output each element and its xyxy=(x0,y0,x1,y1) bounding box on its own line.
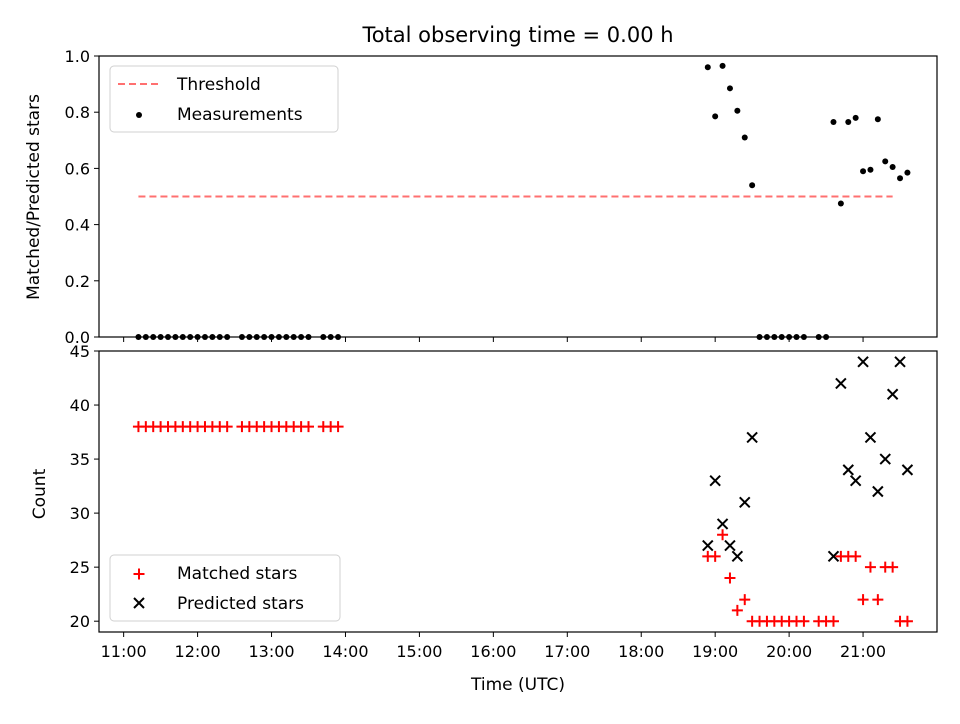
measurement-point xyxy=(837,200,844,207)
predicted-star-point xyxy=(731,550,744,563)
predicted-star-point xyxy=(872,485,884,498)
measurement-point xyxy=(726,85,733,92)
matched-star-point xyxy=(709,550,721,562)
predicted-star-point xyxy=(835,377,847,390)
matched-star-point xyxy=(731,604,743,616)
predicted-star-point xyxy=(716,518,729,530)
measurement-point xyxy=(845,119,852,126)
matched-legend-swatch xyxy=(133,568,145,580)
predicted-star-point xyxy=(709,474,721,487)
top-y-tick-label: 0.2 xyxy=(65,272,90,291)
x-tick-label: 13:00 xyxy=(248,642,294,661)
x-tick-label: 14:00 xyxy=(322,642,368,661)
measurement-point xyxy=(749,182,756,189)
bottom-y-tick-label: 35 xyxy=(70,450,90,469)
top-legend: Threshold Measurements xyxy=(109,65,339,133)
measurements-legend-swatch xyxy=(136,112,142,118)
matched-star-point xyxy=(850,550,862,562)
matched-star-point xyxy=(717,529,729,541)
predicted-star-point xyxy=(702,539,714,552)
predicted-star-point xyxy=(864,431,877,444)
predicted-legend-swatch xyxy=(133,597,145,609)
measurement-point xyxy=(734,107,741,114)
measurement-point xyxy=(897,175,904,182)
predicted-star-point xyxy=(842,464,854,476)
bottom-legend-box xyxy=(109,554,341,622)
measurement-point xyxy=(904,169,911,176)
x-axis-label: Time (UTC) xyxy=(470,675,565,695)
matched-star-point xyxy=(739,594,751,606)
matched-star-point xyxy=(798,615,810,627)
bottom-y-tick-label: 25 xyxy=(70,558,90,577)
x-tick-label: 17:00 xyxy=(544,642,590,661)
matched-star-point xyxy=(857,594,869,606)
predicted-star-point xyxy=(849,474,862,487)
measurement-point xyxy=(874,116,881,123)
measurement-point xyxy=(867,166,874,173)
measurement-point xyxy=(830,119,837,126)
bottom-y-tick-label: 20 xyxy=(70,612,90,631)
predicted-star-point xyxy=(886,388,899,400)
top-legend-box xyxy=(109,65,339,133)
measurement-point xyxy=(860,168,867,175)
matched-star-point xyxy=(864,561,876,573)
bottom-y-tick-label: 45 xyxy=(70,342,90,361)
top-y-tick-label: 1.0 xyxy=(65,47,90,66)
measurement-point xyxy=(719,62,726,69)
matched-star-point xyxy=(724,572,736,584)
predicted-star-point xyxy=(857,356,869,368)
x-tick-label: 12:00 xyxy=(175,642,221,661)
matched-star-point xyxy=(221,421,233,433)
x-tick-label: 15:00 xyxy=(396,642,442,661)
predicted-star-point xyxy=(724,539,736,552)
top-y-axis-label: Matched/Predicted stars xyxy=(24,94,44,300)
top-y-tick-label: 0.0 xyxy=(65,328,90,347)
predicted-star-point xyxy=(746,431,758,444)
x-tick-label: 16:00 xyxy=(470,642,516,661)
measurement-point xyxy=(882,158,889,165)
measurement-point xyxy=(889,163,896,170)
x-tick-label: 18:00 xyxy=(618,642,664,661)
predicted-star-point xyxy=(894,356,906,368)
measurements-legend-label: Measurements xyxy=(177,105,303,125)
x-tick-label: 19:00 xyxy=(692,642,738,661)
predicted-star-point xyxy=(879,453,891,465)
bottom-y-tick-label: 40 xyxy=(70,396,90,415)
top-y-tick-label: 0.4 xyxy=(65,216,90,235)
top-y-tick-label: 0.6 xyxy=(65,159,90,178)
top-plot-frame xyxy=(98,55,938,338)
x-tick-label: 20:00 xyxy=(766,642,812,661)
x-tick-label: 11:00 xyxy=(101,642,147,661)
measurement-point xyxy=(712,113,719,120)
bottom-plot-frame xyxy=(98,350,938,633)
matched-star-point xyxy=(827,615,839,627)
predicted-star-point xyxy=(739,496,751,509)
predicted-star-point xyxy=(827,550,840,563)
top-y-tick-label: 0.8 xyxy=(65,103,90,122)
plot-layer: 0.0 0.2 0.4 0.6 0.8 1.0 20 25 30 35 40 45 11:00 12:00… xyxy=(65,47,938,661)
matched-star-point xyxy=(332,421,344,433)
matched-legend-label: Matched stars xyxy=(177,564,297,584)
bottom-legend: Matched stars Predicted stars xyxy=(109,554,341,622)
matched-star-point xyxy=(901,615,913,627)
bottom-y-tick-label: 30 xyxy=(70,504,90,523)
measurement-point xyxy=(741,134,748,141)
threshold-legend-label: Threshold xyxy=(176,75,261,95)
x-tick-label: 21:00 xyxy=(840,642,886,661)
bottom-y-axis-label: Count xyxy=(30,468,50,519)
matched-star-point xyxy=(303,421,314,433)
predicted-star-point xyxy=(901,464,914,476)
chart-title: Total observing time = 0.00 h xyxy=(361,23,673,47)
predicted-legend-label: Predicted stars xyxy=(177,594,304,614)
measurement-point xyxy=(704,64,711,71)
matched-star-point xyxy=(872,594,884,606)
matched-star-point xyxy=(887,561,899,573)
measurement-point xyxy=(852,114,859,121)
